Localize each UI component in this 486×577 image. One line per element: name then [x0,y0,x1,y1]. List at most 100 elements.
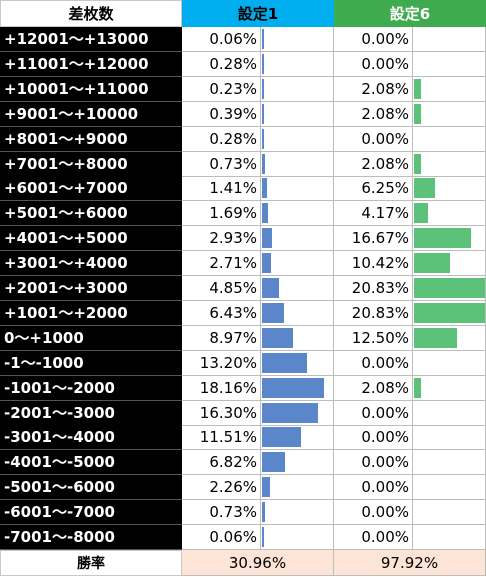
setting1-value: 0.28% [209,129,257,148]
setting1-cell: 2.71% [182,251,334,277]
setting1-cell: 6.43% [182,300,334,326]
setting6-bar [414,203,429,224]
bar-area [260,126,333,151]
setting1-bar [262,402,318,423]
header-label: 差枚数 [0,0,182,27]
setting6-value: 0.00% [361,129,409,148]
setting1-bar [262,302,284,323]
table-row: -1～-1000 13.20% 0.00% [0,350,486,376]
row-label: +1001～+2000 [0,300,182,326]
bar-area [412,151,485,176]
row-label: -5001～-6000 [0,475,182,501]
table-row: -7001～-8000 0.06% 0.00% [0,525,486,550]
setting1-value: 0.06% [209,30,257,48]
table-row: +11001～+12000 0.28% 0.00% [0,51,486,77]
row-label: -7001～-8000 [0,525,182,550]
setting1-bar [262,427,302,448]
bar-area [260,276,333,300]
setting6-bar [414,103,422,124]
bar-area [260,425,333,450]
bar-area [260,350,333,375]
row-label: +4001～+5000 [0,226,182,252]
setting1-value: 16.30% [199,403,257,422]
bar-area [412,76,485,101]
bar-area [260,226,333,251]
setting1-value: 8.97% [209,328,257,347]
setting6-value: 2.08% [361,154,409,173]
setting6-cell: 12.50% [334,325,486,351]
setting6-cell: 20.83% [334,276,486,301]
setting6-cell: 2.08% [334,375,486,401]
row-label: +12001～+13000 [0,27,182,52]
setting1-value: 6.82% [209,453,257,472]
row-label: -1～-1000 [0,350,182,376]
bar-area [260,375,333,400]
setting6-value: 12.50% [351,328,409,347]
setting1-bar [262,327,293,348]
bar-area [260,325,333,350]
setting1-cell: 0.23% [182,76,334,102]
footer-setting1-value: 30.96% [182,550,334,576]
bar-area [412,500,485,525]
setting1-cell: 4.85% [182,276,334,301]
table-row: +5001～+6000 1.69% 4.17% [0,201,486,227]
setting6-value: 0.00% [361,528,409,546]
row-label: +5001～+6000 [0,201,182,227]
setting1-value: 2.71% [209,254,257,273]
setting6-cell: 0.00% [334,27,486,52]
table-row: -6001～-7000 0.73% 0.00% [0,500,486,526]
bar-area [412,126,485,151]
setting1-value: 1.41% [209,179,257,198]
table-row: +6001～+7000 1.41% 6.25% [0,176,486,202]
setting1-cell: 0.06% [182,27,334,52]
setting1-bar [262,128,264,149]
table-row: +4001～+5000 2.93% 16.67% [0,226,486,252]
setting6-value: 0.00% [361,54,409,73]
setting6-bar [414,78,422,99]
row-label: +2001～+3000 [0,276,182,301]
row-label: +8001～+9000 [0,126,182,152]
setting1-bar [262,153,265,174]
setting6-value: 2.08% [361,79,409,98]
footer-setting6-value: 97.92% [334,550,486,576]
setting1-bar [262,477,270,498]
table-row: -3001～-4000 11.51% 0.00% [0,425,486,451]
bar-area [412,475,485,500]
setting6-cell: 16.67% [334,226,486,252]
setting6-value: 20.83% [351,303,409,322]
setting6-value: 0.00% [361,478,409,497]
setting6-bar [414,302,485,323]
setting1-bar [262,502,265,523]
setting6-cell: 0.00% [334,525,486,550]
setting1-cell: 13.20% [182,350,334,376]
setting6-bar [414,178,436,199]
row-label: +7001～+8000 [0,151,182,177]
bar-area [412,325,485,350]
setting1-cell: 6.82% [182,450,334,476]
bar-area [260,27,333,51]
table-row: +10001～+11000 0.23% 2.08% [0,76,486,102]
setting1-value: 2.93% [209,229,257,248]
setting1-cell: 0.39% [182,101,334,127]
setting6-value: 0.00% [361,428,409,447]
bar-area [412,400,485,425]
bar-area [412,201,485,226]
setting1-value: 6.43% [209,303,257,322]
table-row: -4001～-5000 6.82% 0.00% [0,450,486,476]
setting1-cell: 8.97% [182,325,334,351]
setting6-value: 16.67% [351,229,409,248]
footer-label: 勝率 [0,550,182,576]
setting6-cell: 20.83% [334,300,486,326]
row-label: +10001～+11000 [0,76,182,102]
setting1-bar [262,29,264,49]
table-row: +9001～+10000 0.39% 2.08% [0,101,486,127]
setting6-cell: 0.00% [334,51,486,77]
setting1-bar [262,377,324,398]
setting1-cell: 11.51% [182,425,334,451]
bar-area [412,350,485,375]
setting6-value: 0.00% [361,453,409,472]
table-row: +8001～+9000 0.28% 0.00% [0,126,486,152]
setting6-value: 2.08% [361,104,409,123]
table-row: +3001～+4000 2.71% 10.42% [0,251,486,277]
